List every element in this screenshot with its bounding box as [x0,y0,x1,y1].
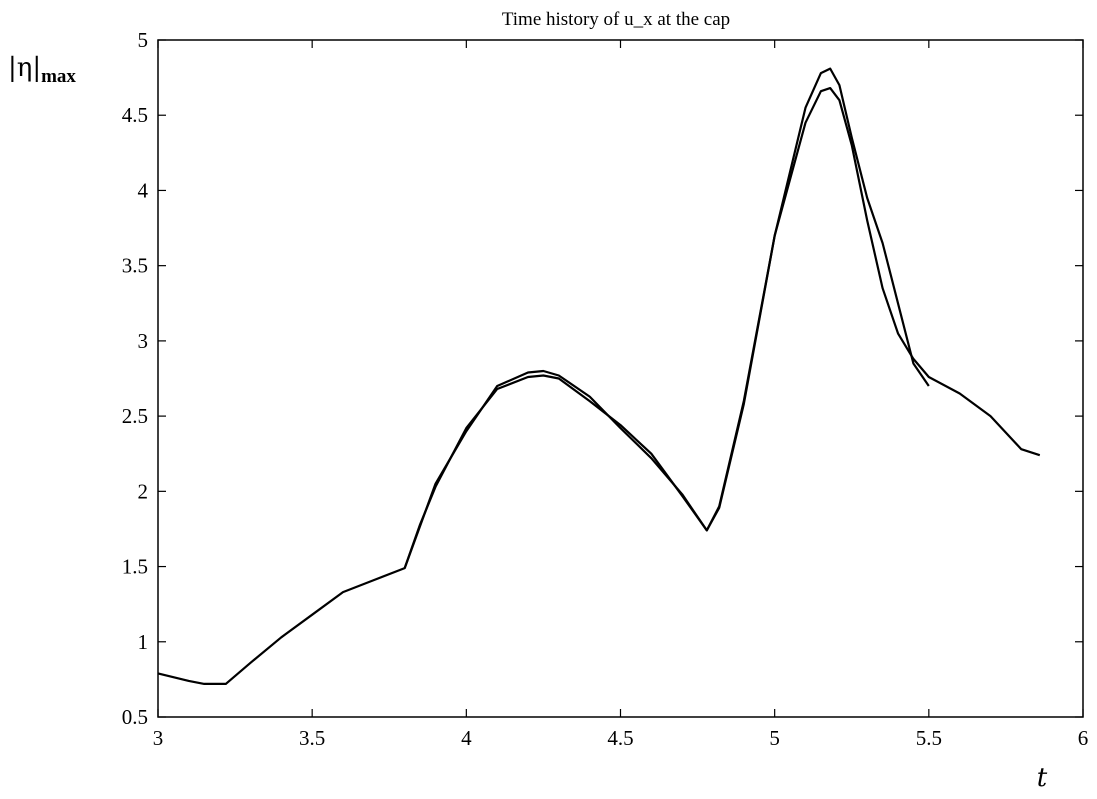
x-tick-label: 5.5 [916,726,942,750]
y-axis-label-main: |η| [8,53,41,83]
y-axis-label: |η|max [8,53,76,87]
y-tick-label: 0.5 [122,705,148,729]
x-tick-label: 3.5 [299,726,325,750]
y-tick-label: 2 [138,479,149,503]
y-tick-label: 4.5 [122,103,148,127]
y-tick-label: 3.5 [122,254,148,278]
x-tick-label: 4.5 [607,726,633,750]
x-tick-label: 5 [769,726,780,750]
y-tick-label: 3 [138,329,149,353]
x-tick-label: 4 [461,726,472,750]
axis-ticks: 3 3.5 4 4.5 5 5.5 6 0.5 1 1.5 2 2.5 3 3.5 4 4.5 5 [122,28,1089,750]
x-tick-label: 3 [153,726,164,750]
y-tick-label: 1.5 [122,555,148,579]
series-lines [157,67,1041,685]
y-tick-label: 4 [138,178,149,202]
chart-title: Time history of u_x at the cap [502,9,730,30]
series-line-2 [403,67,930,569]
y-axis-label-subscript: max [41,66,76,87]
x-axis-label: t [1037,763,1048,793]
y-tick-label: 2.5 [122,404,148,428]
series-line-1 [157,87,1041,685]
y-tick-label: 5 [138,28,149,52]
y-tick-label: 1 [138,630,149,654]
plot-frame [157,39,1084,718]
x-tick-label: 6 [1078,726,1089,750]
